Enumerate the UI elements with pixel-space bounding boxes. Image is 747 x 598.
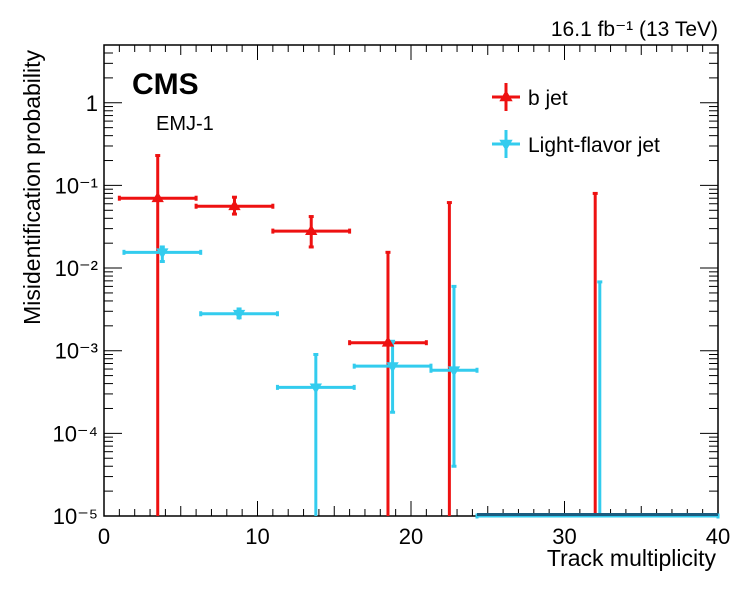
y-tick-label: 10⁻¹	[55, 173, 98, 198]
data-point	[232, 309, 246, 321]
data-point	[228, 199, 241, 211]
error-bars	[117, 154, 720, 519]
legend-label: b jet	[528, 87, 568, 110]
y-tick-label: 10⁻⁵	[53, 504, 98, 529]
model-label: EMJ-1	[156, 113, 214, 135]
x-tick-label: 20	[399, 524, 423, 549]
x-axis-title: Track multiplicity	[547, 545, 717, 571]
data-point	[447, 366, 461, 377]
x-tick-label: 10	[245, 524, 269, 549]
cms-label: CMS	[132, 68, 199, 101]
data-point	[386, 362, 399, 373]
data-markers	[151, 191, 461, 394]
x-tick-label: 30	[552, 524, 576, 549]
tick-labels: 0 10 20 30 40 10⁻⁵ 10⁻⁴ 10⁻³ 10⁻² 10⁻¹ 1	[52, 91, 730, 549]
legend: b jet Light-flavor jet	[492, 83, 660, 158]
y-tick-label: 10⁻³	[55, 339, 98, 364]
data-point	[381, 336, 395, 347]
data-point	[156, 248, 169, 259]
axis-ticks	[103, 44, 719, 517]
legend-marker	[499, 139, 513, 151]
data-point	[305, 224, 318, 236]
legend-label: Light-flavor jet	[528, 134, 660, 157]
data-point	[309, 383, 323, 394]
y-axis-title: Misidentification probability	[19, 50, 45, 325]
y-tick-label: 10⁻⁴	[52, 421, 98, 446]
lumi-label: 16.1 fb⁻¹ (13 TeV)	[551, 18, 718, 41]
legend-marker	[499, 90, 513, 102]
x-tick-label: 0	[98, 524, 110, 549]
y-tick-label: 10⁻²	[55, 256, 98, 281]
data-point	[151, 191, 164, 203]
y-tick-label: 1	[86, 91, 98, 116]
x-tick-label: 40	[706, 524, 730, 549]
